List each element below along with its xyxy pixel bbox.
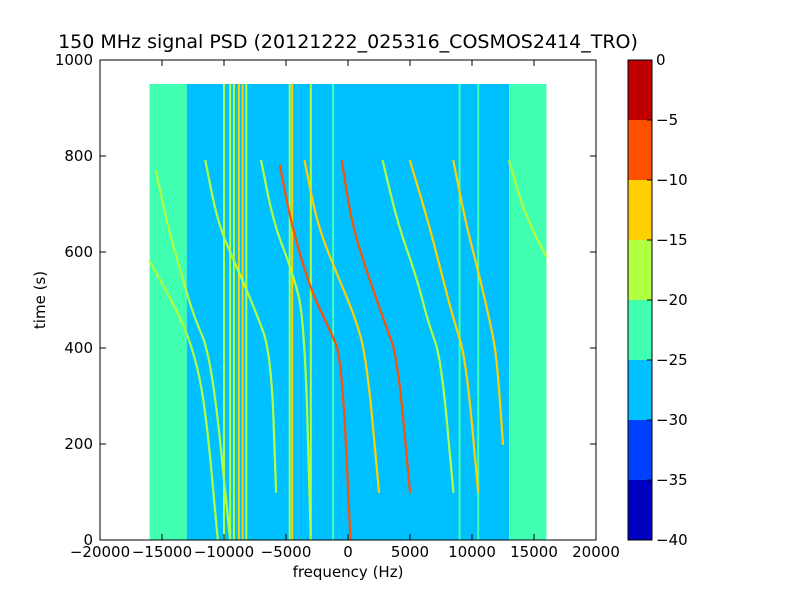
- y-axis: 0 200 400 600 800 1000: [55, 51, 596, 549]
- y-axis-label: time (s): [31, 271, 49, 329]
- colorbar-segment: [628, 180, 652, 240]
- signal-trace: [408, 159, 480, 494]
- plot-area: −20000 −15000 −10000 −5000 0 5000 10000 15000 20…: [55, 51, 620, 561]
- colorbar-tick-label: −15: [656, 231, 688, 249]
- colorbar-segment: [628, 300, 652, 360]
- x-tick-label: −5000: [261, 543, 312, 561]
- colorbar-segment: [628, 60, 652, 120]
- signal-trace: [340, 159, 412, 494]
- colorbar-tick-label: −30: [656, 411, 688, 429]
- x-axis: −20000 −15000 −10000 −5000 0 5000 10000 15000 20…: [70, 60, 620, 561]
- signal-trace: [148, 260, 219, 540]
- x-tick-label: 0: [343, 543, 353, 561]
- signal-trace: [204, 159, 278, 494]
- x-tick-label: 20000: [572, 543, 620, 561]
- signal-trace: [278, 164, 352, 540]
- background-band: [149, 84, 187, 540]
- signal-trace: [154, 169, 232, 540]
- colorbar-segment: [628, 360, 652, 420]
- y-tick-label: 200: [64, 435, 93, 453]
- colorbar: −40 −35 −30 −25 −20 −15 −10 −5 0: [627, 51, 688, 549]
- colorbar-segment: [628, 420, 652, 480]
- y-tick-label: 600: [64, 243, 93, 261]
- signal-trace: [381, 159, 455, 494]
- x-tick-label: −15000: [132, 543, 192, 561]
- colorbar-segment: [628, 480, 652, 540]
- colorbar-tick-label: −40: [656, 531, 688, 549]
- x-tick-label: −20000: [70, 543, 130, 561]
- signal-trace: [303, 159, 381, 494]
- x-axis-label: frequency (Hz): [293, 563, 404, 581]
- spectrogram-heatmap: [148, 84, 548, 540]
- y-tick-label: 1000: [55, 51, 93, 69]
- signal-trace: [452, 159, 505, 446]
- colorbar-tick-label: −25: [656, 351, 688, 369]
- background-band: [509, 84, 547, 540]
- x-tick-label: 10000: [448, 543, 496, 561]
- y-tick-label: 400: [64, 339, 93, 357]
- colorbar-tick-label: −5: [656, 111, 678, 129]
- y-tick-label: 0: [83, 531, 93, 549]
- colorbar-tick-label: −20: [656, 291, 688, 309]
- colorbar-tick-label: 0: [656, 51, 666, 69]
- x-tick-label: 15000: [510, 543, 558, 561]
- y-tick-label: 800: [64, 147, 93, 165]
- signal-trace: [508, 159, 548, 258]
- signal-trace: [260, 159, 312, 540]
- x-tick-label: −10000: [194, 543, 254, 561]
- x-tick-label: 5000: [391, 543, 429, 561]
- colorbar-tick-label: −35: [656, 471, 688, 489]
- colorbar-tick-label: −10: [656, 171, 688, 189]
- chart-title: 150 MHz signal PSD (20121222_025316_COSM…: [58, 31, 638, 53]
- colorbar-segment: [628, 240, 652, 300]
- colorbar-segment: [628, 120, 652, 180]
